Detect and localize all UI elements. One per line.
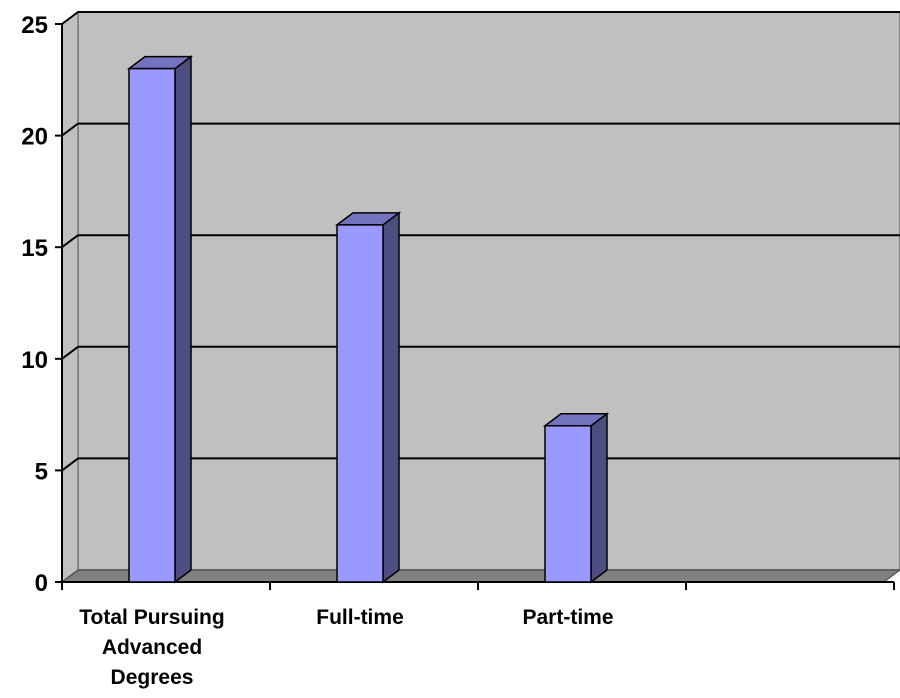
x-category-label-line: Total Pursuing [79,606,224,629]
gridline-diagonal [61,234,79,248]
y-tick-label: 5 [35,458,48,485]
y-tick-label: 15 [21,235,48,262]
gridline-diagonal [61,345,79,360]
plot-area [60,10,900,584]
x-category-label: Full-time [316,606,404,629]
bar [126,55,194,584]
gridline-diagonal [61,11,79,25]
gridline-diagonal [61,122,79,137]
y-tick-label: 20 [21,124,48,151]
bar-side [174,55,192,584]
x-category-label-line: Advanced [102,636,202,659]
y-tick-label: 25 [21,12,48,39]
bar-front [544,425,592,583]
gridline-diagonal [61,457,79,472]
plot-side-wall [61,10,79,584]
y-tick-label: 10 [21,347,48,374]
x-category-label-line: Full-time [316,606,404,629]
x-category-label-line: Degrees [111,666,194,689]
bar-side [590,412,608,584]
bar-front [336,224,384,583]
x-category-label-line: Part-time [522,606,613,629]
plot-back-wall [77,11,900,571]
x-category-label: Total Pursuing Advanced Degrees [79,606,224,689]
labels: 0 5 10 15 20 25 Total Pursuing Advanced Degrees F… [21,12,613,689]
y-tick-label: 0 [35,570,48,597]
bar-front [128,67,176,583]
x-category-label: Part-time [522,606,613,629]
bar [334,211,402,584]
bars [126,55,610,584]
gridlines [61,11,900,472]
axes [55,23,895,590]
bar-side [382,211,400,584]
bar [542,412,610,584]
